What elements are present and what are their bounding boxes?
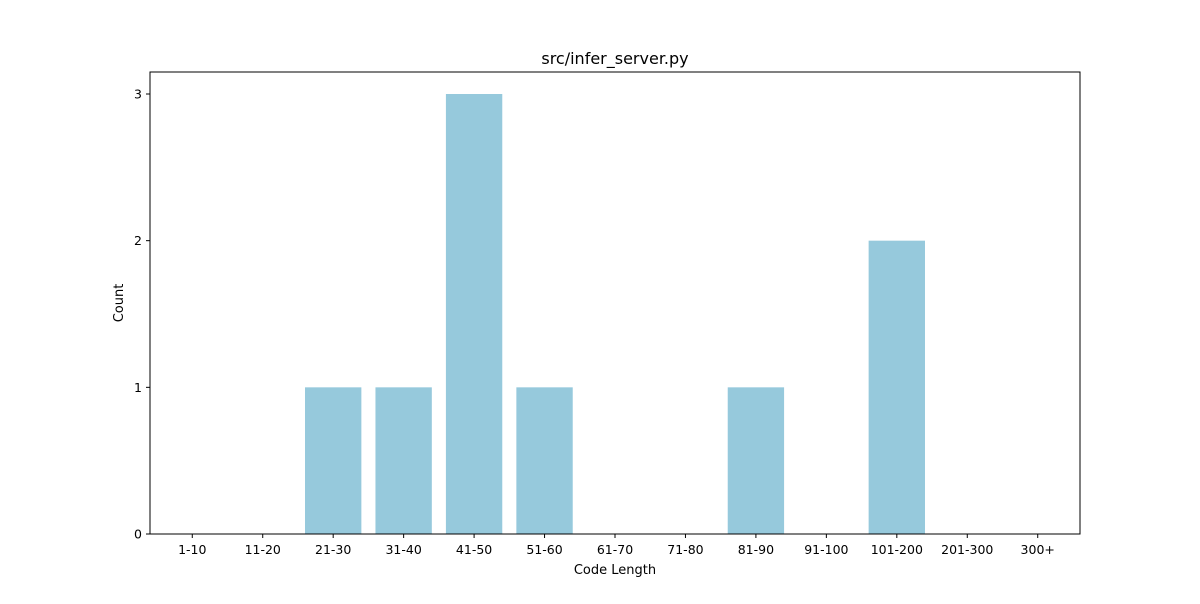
x-tick-label: 31-40 bbox=[385, 542, 421, 557]
x-axis: 1-10 11-20 21-30 31-40 41-50 51-60 61-70 71-80 8… bbox=[178, 534, 1055, 557]
x-tick-label: 21-30 bbox=[315, 542, 351, 557]
chart-title: src/infer_server.py bbox=[541, 49, 688, 69]
x-axis-label: Code Length bbox=[574, 563, 656, 578]
x-tick-label: 51-60 bbox=[526, 542, 562, 557]
bars-layer bbox=[305, 94, 925, 534]
x-tick-label: 71-80 bbox=[667, 542, 703, 557]
x-tick-label: 11-20 bbox=[245, 542, 281, 557]
x-tick-label: 101-200 bbox=[871, 542, 923, 557]
plot-frame bbox=[149, 71, 1081, 535]
y-axis: 0 1 2 3 bbox=[134, 87, 150, 542]
x-tick-label: 201-300 bbox=[941, 542, 993, 557]
bar-101-200 bbox=[868, 240, 925, 534]
y-tick-label: 1 bbox=[134, 380, 142, 395]
x-tick-label: 1-10 bbox=[178, 542, 206, 557]
x-tick-label: 61-70 bbox=[597, 542, 633, 557]
bar-41-50 bbox=[445, 94, 503, 534]
x-tick-label: 41-50 bbox=[456, 542, 492, 557]
x-tick-label: 300+ bbox=[1021, 542, 1055, 557]
x-tick-label: 81-90 bbox=[738, 542, 774, 557]
bar-21-30 bbox=[305, 387, 362, 534]
bar-31-40 bbox=[375, 387, 432, 534]
y-tick-label: 2 bbox=[134, 233, 142, 248]
bar-51-60 bbox=[516, 387, 573, 534]
y-tick-label: 0 bbox=[134, 527, 142, 542]
y-tick-label: 3 bbox=[134, 87, 142, 102]
y-axis-label: Count bbox=[112, 284, 127, 323]
bar-81-90 bbox=[727, 387, 785, 534]
x-tick-label: 91-100 bbox=[804, 542, 848, 557]
